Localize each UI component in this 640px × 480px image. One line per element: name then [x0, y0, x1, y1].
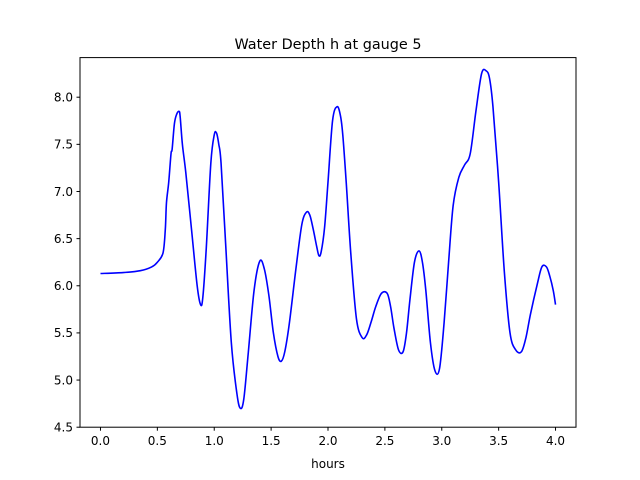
x-tick-label: 3.0 [432, 434, 451, 448]
x-axis-label: hours [311, 457, 345, 471]
y-tick-label: 5.0 [54, 373, 73, 387]
y-tick-label: 4.5 [54, 421, 73, 435]
x-tick-label: 1.0 [205, 434, 224, 448]
x-tick-label: 2.5 [375, 434, 394, 448]
x-tick-label: 2.0 [318, 434, 337, 448]
chart-title: Water Depth h at gauge 5 [234, 37, 421, 53]
x-tick-label: 1.5 [262, 434, 281, 448]
x-tick-label: 4.0 [546, 434, 565, 448]
y-tick-label: 6.5 [54, 232, 73, 246]
y-tick-label: 7.5 [54, 138, 73, 152]
x-tick-label: 0.5 [148, 434, 167, 448]
y-tick-label: 8.0 [54, 91, 73, 105]
series-line [100, 68, 557, 410]
x-tick-label: 3.5 [489, 434, 508, 448]
y-tick-label: 5.5 [54, 326, 73, 340]
y-tick-label: 6.0 [54, 279, 73, 293]
plot-area [100, 68, 557, 410]
x-tick-label: 0.0 [91, 434, 110, 448]
y-tick-label: 7.0 [54, 185, 73, 199]
x-axis: 0.0 0.5 1.0 1.5 2.0 2.5 3.0 3.5 4.0 [91, 427, 565, 448]
y-axis: 4.5 5.0 5.5 6.0 6.5 7.0 7.5 8.0 [54, 91, 80, 435]
